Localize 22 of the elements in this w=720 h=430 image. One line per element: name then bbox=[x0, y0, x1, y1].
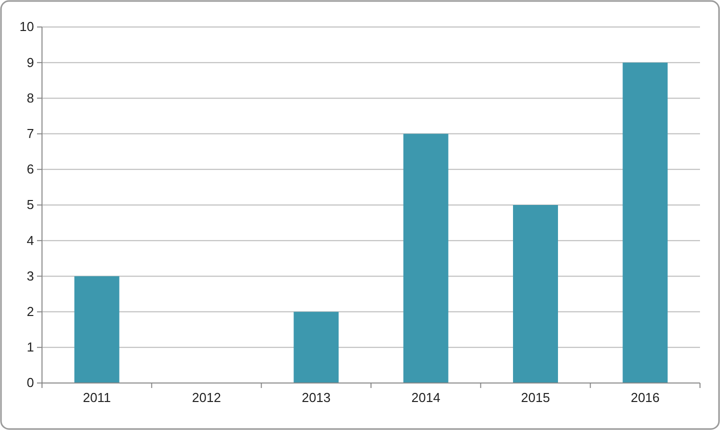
bar bbox=[74, 276, 120, 383]
x-tick-label: 2013 bbox=[302, 390, 331, 406]
bar bbox=[294, 312, 339, 383]
x-tick-label: 2014 bbox=[411, 390, 440, 406]
y-tick-label: 0 bbox=[26, 375, 34, 390]
y-tick-label: 9 bbox=[26, 54, 34, 70]
y-tick-label: 2 bbox=[26, 304, 34, 319]
y-tick-label: 6 bbox=[26, 162, 34, 177]
bar bbox=[513, 205, 558, 383]
x-tick-label: 2015 bbox=[521, 390, 550, 406]
x-tick-label: 2016 bbox=[630, 390, 660, 406]
bar bbox=[622, 62, 668, 383]
y-tick-label: 8 bbox=[26, 90, 34, 106]
y-tick-label: 10 bbox=[20, 19, 34, 34]
y-tick-label: 5 bbox=[26, 197, 34, 212]
x-tick-label: 2011 bbox=[82, 390, 111, 406]
y-tick-label: 3 bbox=[26, 268, 34, 284]
bar bbox=[403, 134, 448, 383]
x-tick-label: 2012 bbox=[192, 390, 221, 406]
y-tick-label: 1 bbox=[26, 340, 34, 355]
y-tick-label: 4 bbox=[26, 232, 34, 248]
y-tick-label: 7 bbox=[26, 126, 34, 141]
